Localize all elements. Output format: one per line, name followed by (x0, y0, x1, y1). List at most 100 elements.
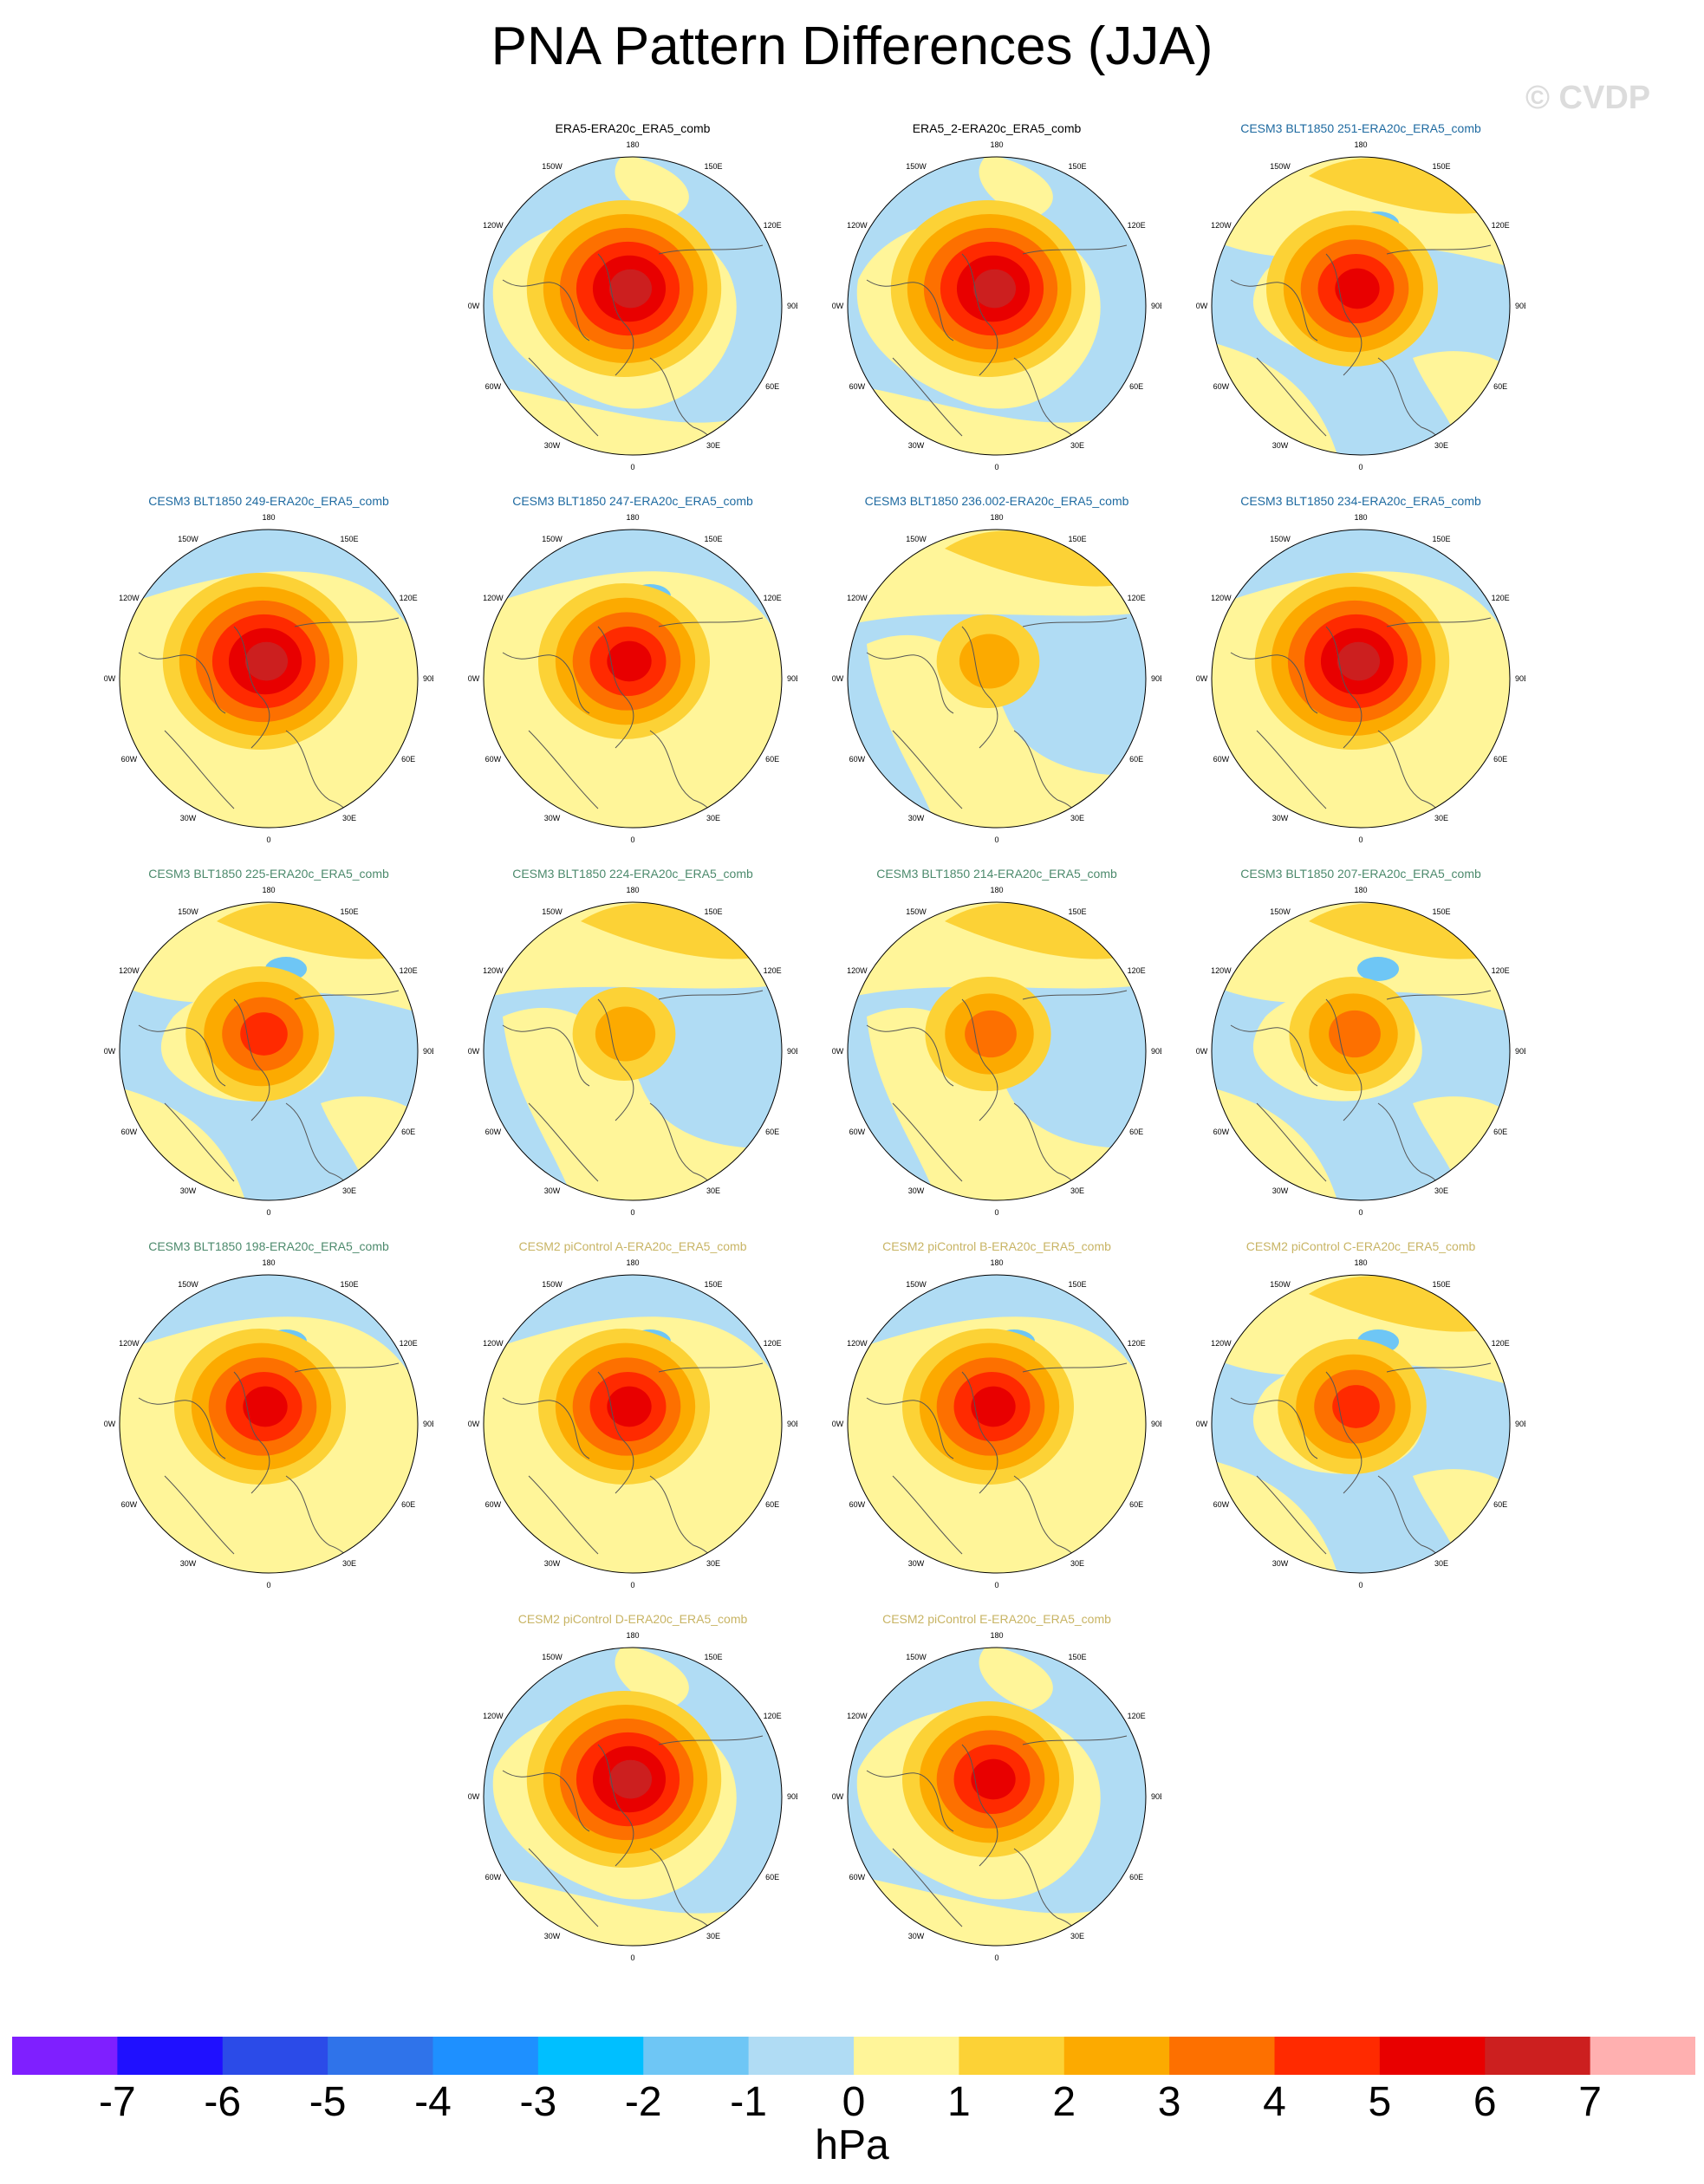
map-panel: CESM3 BLT1850 234-ERA20c_ERA5_comb 180 150… (1196, 494, 1525, 849)
longitude-tick-label: 90W (468, 1792, 480, 1801)
longitude-tick-label: 120W (1211, 966, 1232, 975)
coastline (528, 357, 599, 437)
longitude-tick-label: 60W (485, 382, 502, 391)
coastline (866, 279, 954, 341)
map-panel: CESM3 BLT1850 224-ERA20c_ERA5_comb 180 150… (468, 867, 797, 1222)
positive-anomaly-contour (1337, 641, 1381, 681)
coastline (1386, 244, 1492, 255)
pacific-positive-core (1309, 1276, 1491, 1332)
coastline (164, 730, 235, 809)
longitude-tick-label: 180 (1354, 140, 1367, 149)
colorbar-tick-label: 5 (1368, 2079, 1392, 2125)
positive-anomaly-contour (1335, 268, 1380, 309)
longitude-tick-label: 120E (1492, 221, 1510, 230)
longitude-tick-label: 0 (1358, 1208, 1363, 1217)
positive-anomaly-contour (972, 269, 1017, 309)
coastline (164, 1102, 235, 1182)
longitude-tick-label: 90W (468, 1047, 480, 1056)
longitude-tick-label: 30E (706, 441, 720, 450)
coastline (138, 1024, 226, 1087)
coastline (1256, 1102, 1327, 1182)
longitude-tick-label: 90W (468, 1420, 480, 1428)
positive-anomaly-field (484, 384, 737, 455)
longitude-tick-label: 150E (704, 1653, 722, 1661)
polar-map: 180 150E 120E 90E 60E 30E 0 30W 60W 90W 120W 150W (1196, 513, 1525, 844)
longitude-tick-label: 0 (630, 835, 634, 844)
longitude-tick-label: 60E (765, 755, 779, 764)
polar-map: 180 150E 120E 90E 60E 30E 0 30W 60W 90W 120W 150W (104, 886, 433, 1217)
longitude-tick-label: 150E (1432, 907, 1450, 916)
coastline (961, 626, 998, 749)
coastline (1230, 279, 1318, 341)
longitude-tick-label: 30E (706, 814, 720, 822)
longitude-tick-label: 0 (1358, 1581, 1363, 1589)
longitude-tick-label: 90E (423, 674, 433, 683)
polar-map: 180 150E 120E 90E 60E 30E 0 30W 60W 90W 120W 150W (104, 513, 433, 844)
panel-title: CESM2 piControl B-ERA20c_ERA5_comb (882, 1239, 1111, 1253)
coastline (502, 1397, 590, 1459)
longitude-tick-label: 120W (119, 966, 140, 975)
polar-map: 180 150E 120E 90E 60E 30E 0 30W 60W 90W 120W 150W (832, 513, 1161, 844)
longitude-tick-label: 120E (1128, 1339, 1146, 1348)
positive-anomaly-contour (607, 1386, 652, 1427)
longitude-tick-label: 120W (483, 221, 504, 230)
negative-anomaly-core (1357, 957, 1399, 981)
longitude-tick-label: 60E (401, 1128, 415, 1136)
longitude-tick-label: 60W (849, 755, 866, 764)
longitude-tick-label: 180 (1354, 1258, 1367, 1267)
coastline (1325, 998, 1363, 1121)
longitude-tick-label: 150W (178, 1280, 198, 1289)
colorbar-segment (1274, 2037, 1381, 2075)
colorbar-segment (1379, 2037, 1486, 2075)
polar-map: 180 150E 120E 90E 60E 30E 0 30W 60W 90W 120W 150W (468, 1631, 797, 1962)
positive-anomaly-contour (1332, 1385, 1380, 1428)
longitude-tick-label: 150E (704, 907, 722, 916)
longitude-tick-label: 0 (630, 1208, 634, 1217)
coastline (961, 998, 998, 1121)
longitude-tick-label: 30W (180, 1186, 197, 1195)
longitude-tick-label: 60W (1213, 1128, 1230, 1136)
map-panel: CESM3 BLT1850 247-ERA20c_ERA5_comb 180 150… (468, 494, 797, 849)
coastline (1022, 1362, 1128, 1373)
longitude-tick-label: 0 (266, 1581, 270, 1589)
coastline (658, 1362, 764, 1373)
longitude-tick-label: 120E (764, 966, 782, 975)
longitude-tick-label: 60E (765, 1500, 779, 1509)
longitude-tick-label: 30W (1272, 1559, 1289, 1568)
colorbar-units: hPa (815, 2122, 889, 2168)
polar-map: 180 150E 120E 90E 60E 30E 0 30W 60W 90W 120W 150W (468, 886, 797, 1217)
longitude-tick-label: 0 (266, 1208, 270, 1217)
longitude-tick-label: 120E (400, 594, 418, 602)
coastline (233, 626, 270, 749)
longitude-tick-label: 120E (1128, 221, 1146, 230)
coastline (138, 652, 226, 714)
longitude-tick-label: 60W (849, 1128, 866, 1136)
longitude-tick-label: 90W (104, 674, 116, 683)
map-panel: CESM3 BLT1850 251-ERA20c_ERA5_comb 180 150… (1196, 121, 1525, 477)
colorbar-tick-label: 0 (842, 2079, 866, 2125)
figure-title: PNA Pattern Differences (JJA) (491, 16, 1213, 76)
longitude-tick-label: 120W (847, 1339, 868, 1348)
longitude-tick-label: 150W (906, 535, 927, 543)
longitude-tick-label: 90W (468, 674, 480, 683)
coastline (294, 617, 400, 627)
longitude-tick-label: 180 (1354, 886, 1367, 894)
longitude-tick-label: 150W (906, 1280, 927, 1289)
longitude-tick-label: 180 (990, 140, 1003, 149)
colorbar-tick-label: 3 (1157, 2079, 1181, 2125)
longitude-tick-label: 60E (765, 1873, 779, 1882)
longitude-tick-label: 30E (1070, 1559, 1084, 1568)
coastline (892, 1475, 963, 1555)
coastline (1022, 617, 1128, 627)
positive-anomaly-contour (959, 634, 1020, 689)
coastline (866, 652, 954, 714)
polar-map: 180 150E 120E 90E 60E 30E 0 30W 60W 90W 120W 150W (1196, 886, 1525, 1217)
longitude-tick-label: 30E (1070, 1186, 1084, 1195)
coastline (502, 1770, 590, 1832)
positive-anomaly-field (848, 1875, 1101, 1946)
coastline (658, 617, 764, 627)
coastline (528, 1475, 599, 1555)
longitude-tick-label: 120E (764, 1339, 782, 1348)
map-panel: CESM2 piControl D-ERA20c_ERA5_comb 180 150… (468, 1612, 797, 1967)
longitude-tick-label: 60W (849, 1500, 866, 1509)
